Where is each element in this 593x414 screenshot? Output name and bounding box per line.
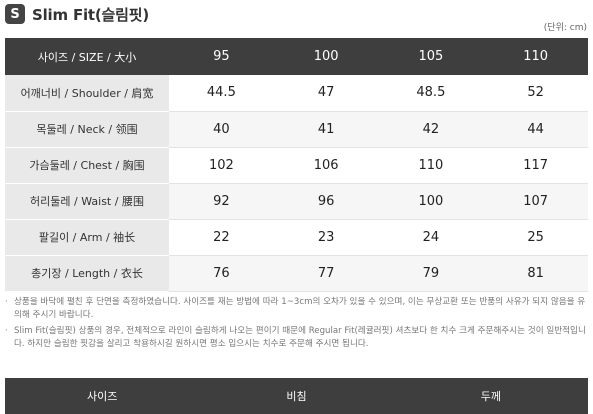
table-cell: 52 (483, 75, 588, 112)
table-cell: 92 (169, 183, 274, 220)
row-label-neck: 목둘레 / Neck / 领围 (5, 111, 169, 148)
column-header-size-label: 사이즈 / SIZE / 大小 (5, 38, 169, 75)
material-info-table: 사이즈 비침 두께 (5, 378, 588, 414)
table-row: 총기장 / Length / 衣长 76 77 79 81 (5, 255, 588, 292)
page-title: Slim Fit(슬림핏) (32, 5, 150, 24)
table-cell: 76 (169, 255, 274, 292)
column-header-110: 110 (483, 38, 588, 75)
table-row: 팔길이 / Arm / 袖长 22 23 24 25 (5, 219, 588, 256)
unit-label: (단위: cm) (543, 23, 587, 33)
note-item: · 상품을 바닥에 펼친 후 단면을 측정하였습니다. 사이즈를 재는 방법에 … (5, 296, 588, 322)
table-cell: 47 (273, 75, 379, 112)
table-cell: 44 (483, 111, 588, 148)
bullet-icon: · (5, 297, 8, 307)
column-header-95: 95 (169, 38, 274, 75)
column-header-size: 사이즈 (5, 378, 200, 414)
column-header-thickness: 두께 (393, 378, 588, 414)
note-text: 상품을 바닥에 펼친 후 단면을 측정하였습니다. 사이즈를 재는 방법에 따라… (14, 297, 586, 320)
table-cell: 25 (483, 219, 588, 256)
table-cell: 79 (378, 255, 484, 292)
row-label-shoulder: 어깨너비 / Shoulder / 肩宽 (5, 75, 169, 112)
size-chart-table: 사이즈 / SIZE / 大小 95 100 105 110 어깨너비 / Sh… (5, 38, 588, 292)
row-label-length: 총기장 / Length / 衣长 (5, 255, 169, 292)
table-row: 어깨너비 / Shoulder / 肩宽 44.5 47 48.5 52 (5, 75, 588, 112)
table-cell: 22 (169, 219, 274, 256)
table-row: 가슴둘레 / Chest / 胸围 102 106 110 117 (5, 147, 588, 184)
table-cell: 40 (169, 111, 274, 148)
table-cell: 107 (483, 183, 588, 220)
table-cell: 77 (273, 255, 379, 292)
table-cell: 96 (273, 183, 379, 220)
size-chart-header-row: 사이즈 / SIZE / 大小 95 100 105 110 (5, 38, 588, 75)
table-cell: 23 (273, 219, 379, 256)
table-cell: 102 (169, 147, 274, 184)
table-cell: 110 (378, 147, 484, 184)
title-row: S Slim Fit(슬림핏) (5, 3, 149, 25)
table-row: 허리둘레 / Waist / 腰围 92 96 100 107 (5, 183, 588, 220)
column-header-100: 100 (273, 38, 379, 75)
table-cell: 41 (273, 111, 379, 148)
table-cell: 44.5 (169, 75, 274, 112)
bullet-icon: · (5, 326, 8, 336)
row-label-waist: 허리둘레 / Waist / 腰围 (5, 183, 169, 220)
fit-badge: S (5, 4, 25, 24)
column-header-105: 105 (378, 38, 484, 75)
note-text: Slim Fit(슬림핏) 상품의 경우, 전체적으로 라인이 슬림하게 나오는… (14, 326, 586, 349)
row-label-chest: 가슴둘레 / Chest / 胸围 (5, 147, 169, 184)
row-label-arm: 팔길이 / Arm / 袖长 (5, 219, 169, 256)
note-item: · Slim Fit(슬림핏) 상품의 경우, 전체적으로 라인이 슬림하게 나… (5, 325, 588, 351)
table-cell: 100 (378, 183, 484, 220)
table-row: 목둘레 / Neck / 领围 40 41 42 44 (5, 111, 588, 148)
table-cell: 106 (273, 147, 379, 184)
table-cell: 81 (483, 255, 588, 292)
material-info-header-row: 사이즈 비침 두께 (5, 378, 588, 414)
table-cell: 42 (378, 111, 484, 148)
table-cell: 24 (378, 219, 484, 256)
table-cell: 117 (483, 147, 588, 184)
notes-section: · 상품을 바닥에 펼친 후 단면을 측정하였습니다. 사이즈를 재는 방법에 … (5, 296, 588, 354)
column-header-sheerness: 비침 (199, 378, 394, 414)
table-cell: 48.5 (378, 75, 484, 112)
